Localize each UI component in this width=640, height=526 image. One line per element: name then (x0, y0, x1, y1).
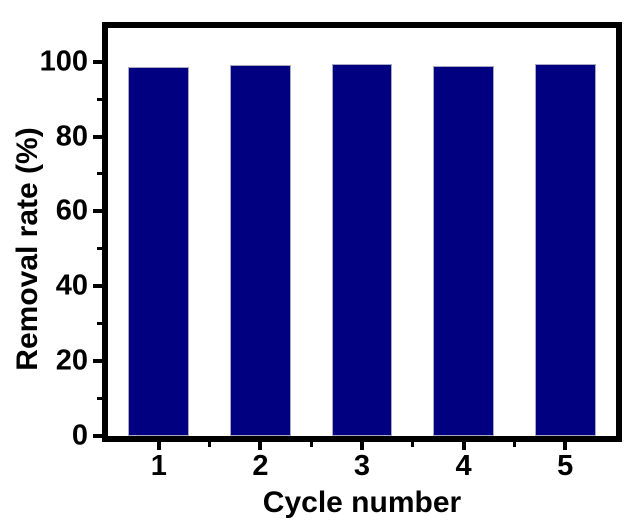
x-axis-tick-label: 5 (557, 450, 574, 482)
bar (229, 65, 291, 436)
y-axis-tick-label: 20 (55, 344, 88, 377)
bar (433, 66, 495, 436)
y-axis-tick (93, 209, 102, 214)
y-axis-tick (93, 134, 102, 139)
x-axis-tick (156, 442, 161, 450)
x-axis-tick (360, 442, 364, 450)
x-axis-minor-tick (512, 442, 516, 447)
bar (331, 63, 393, 436)
y-axis-minor-tick (97, 397, 102, 401)
y-axis-tick-label: 100 (39, 45, 88, 78)
x-axis-tick (258, 442, 263, 450)
x-axis-tick (461, 442, 466, 450)
x-axis-tick-label: 1 (150, 450, 167, 482)
x-axis-tick-label: 4 (455, 450, 472, 482)
y-axis-minor-tick (97, 172, 102, 176)
y-axis-tick (93, 284, 102, 289)
x-axis-tick-label: 3 (353, 450, 371, 482)
plot-area: 0 20 40 60 80 100 1 2 3 4 5 (40, 28, 616, 482)
y-axis-label: Removal rate (%) (11, 127, 44, 371)
y-axis-minor-tick (97, 97, 102, 101)
x-axis-minor-tick (208, 442, 212, 447)
y-axis-minor-tick (97, 247, 102, 251)
x-axis-tick-label: 2 (252, 450, 269, 482)
y-axis-tick (93, 59, 102, 64)
y-axis-tick-label: 80 (55, 120, 88, 153)
y-axis-tick (93, 434, 102, 438)
y-axis-tick-label: 40 (55, 269, 88, 302)
y-axis-tick-label: 0 (71, 419, 88, 452)
y-axis-tick-label: 60 (55, 194, 88, 227)
bar (534, 63, 596, 436)
x-axis-label: Cycle number (262, 486, 462, 519)
bar (128, 66, 190, 436)
y-axis-minor-tick (97, 322, 102, 326)
y-axis-tick (93, 359, 102, 364)
x-axis-minor-tick (411, 442, 415, 447)
x-axis-minor-tick (309, 442, 313, 447)
x-axis-tick (563, 442, 568, 450)
